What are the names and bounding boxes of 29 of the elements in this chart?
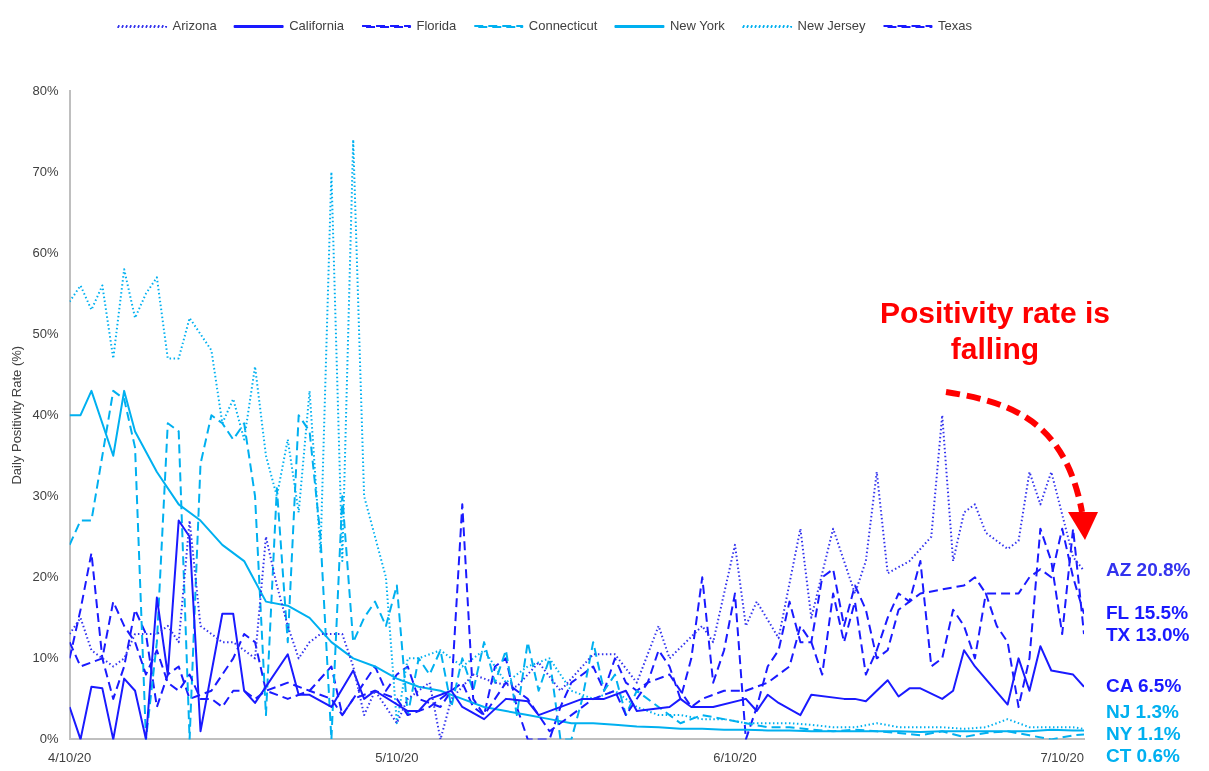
x-tick-label: 4/10/20 [47,749,92,765]
annotation: FL 15.5% [1106,602,1189,624]
legend-label: Texas [937,18,973,34]
annotation: CA 6.5% [1106,674,1182,696]
annotation: Positivity rate is falling [878,295,1112,367]
y-tick-label: 30% [32,487,60,503]
x-tick-label: 6/10/20 [713,749,757,765]
y-tick-label: 50% [32,325,60,341]
legend-label: Connecticut [528,18,598,34]
y-tick-label: 20% [32,568,60,584]
annotation: AZ 20.8% [1106,559,1191,581]
y-tick-label: 60% [32,244,60,260]
annotation: NY 1.1% [1106,723,1181,745]
annotation: NJ 1.3% [1106,701,1179,723]
legend-label: Arizona [172,18,218,34]
y-tick-label: 80% [32,82,60,98]
y-tick-label: 0% [39,730,60,746]
annotation: CT 0.6% [1106,745,1181,767]
legend-label: New York [669,18,726,34]
x-tick-label: 7/10/20 [1040,749,1084,765]
legend-label: Florida [416,18,458,34]
annotation: TX 13.0% [1106,624,1190,646]
y-tick-label: 70% [32,163,60,179]
legend-label: New Jersey [797,18,866,34]
y-tick-label: 10% [32,649,60,665]
y-tick-label: 40% [32,406,60,422]
y-axis-title: Daily Positivity Rate (%) [9,345,25,485]
x-tick-label: 5/10/20 [375,749,419,765]
legend-label: California [289,18,345,34]
